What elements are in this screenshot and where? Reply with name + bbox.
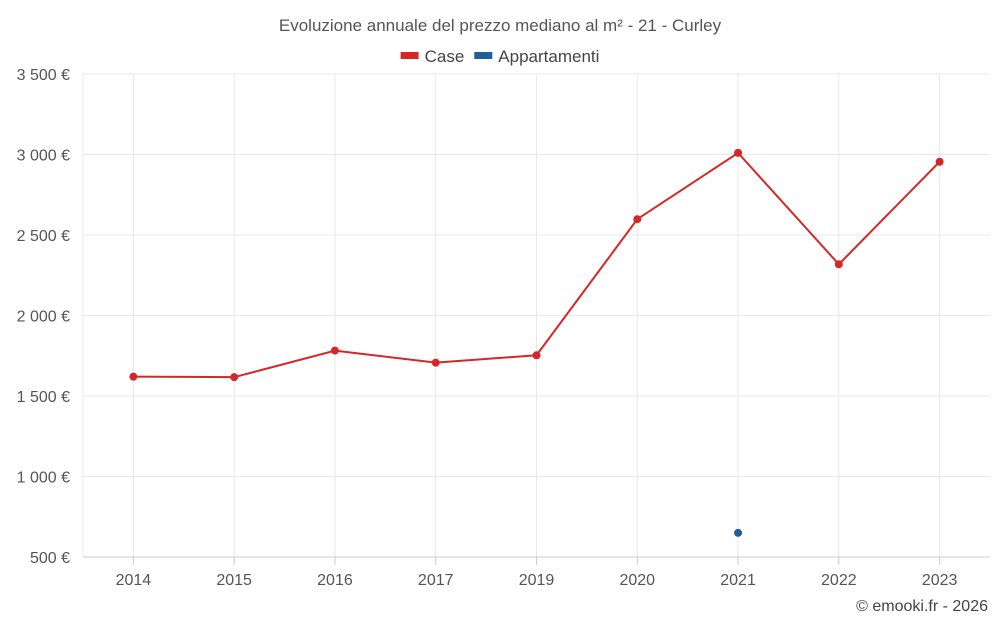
legend-label: Appartamenti xyxy=(498,47,599,66)
series-case xyxy=(129,148,944,382)
series xyxy=(129,148,944,537)
x-tick-label: 2017 xyxy=(418,572,454,589)
legend-swatch xyxy=(400,52,419,59)
x-tick-label: 2022 xyxy=(821,572,857,589)
x-tick-label: 2023 xyxy=(922,572,958,589)
y-tick-label: 1 500 € xyxy=(17,389,70,406)
legend-item-case[interactable]: Case xyxy=(400,47,465,66)
legend-label: Case xyxy=(425,47,465,66)
data-point[interactable] xyxy=(734,528,743,537)
data-point[interactable] xyxy=(935,157,944,166)
y-tick-label: 500 € xyxy=(30,550,70,567)
x-tick-label: 2020 xyxy=(619,572,655,589)
y-tick-label: 2 500 € xyxy=(17,228,70,245)
x-tick-label: 2016 xyxy=(317,572,353,589)
data-point[interactable] xyxy=(633,215,642,224)
x-tick-label: 2014 xyxy=(116,572,152,589)
x-tick-label: 2021 xyxy=(720,572,756,589)
y-tick-label: 1 000 € xyxy=(17,470,70,487)
axes: 500 € 1 000 € 1 500 € 2 000 € 2 500 € 3 000 €… xyxy=(17,67,990,589)
chart-title: Evoluzione annuale del prezzo mediano al… xyxy=(279,16,722,35)
data-point[interactable] xyxy=(230,373,239,382)
y-tick-label: 3 000 € xyxy=(17,148,70,165)
data-point[interactable] xyxy=(834,260,843,269)
legend-swatch xyxy=(474,52,493,59)
credit-text: © emooki.fr - 2026 xyxy=(856,598,988,615)
data-point[interactable] xyxy=(734,148,743,157)
legend-item-appartamenti[interactable]: Appartamenti xyxy=(474,47,599,66)
series-appartamenti xyxy=(734,528,743,537)
data-point[interactable] xyxy=(431,358,440,367)
x-tick-label: 2015 xyxy=(216,572,252,589)
y-tick-label: 2 000 € xyxy=(17,309,70,326)
data-point[interactable] xyxy=(129,372,138,381)
legend: Case Appartamenti xyxy=(400,47,599,66)
data-point[interactable] xyxy=(330,346,339,355)
y-tick-label: 3 500 € xyxy=(17,67,70,84)
data-point[interactable] xyxy=(532,351,541,360)
grid xyxy=(83,73,990,557)
x-tick-label: 2019 xyxy=(519,572,555,589)
